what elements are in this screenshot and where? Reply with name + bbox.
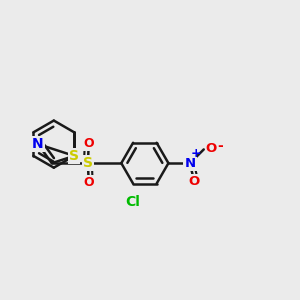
Text: O: O — [205, 142, 216, 155]
Text: S: S — [69, 149, 79, 163]
Text: +: + — [190, 147, 201, 160]
Text: O: O — [83, 176, 94, 189]
Text: -: - — [218, 139, 223, 152]
Text: Cl: Cl — [126, 195, 140, 208]
Text: O: O — [188, 175, 200, 188]
Text: N: N — [32, 137, 44, 151]
Text: N: N — [184, 157, 196, 170]
Text: S: S — [83, 156, 93, 170]
Text: O: O — [83, 137, 94, 150]
